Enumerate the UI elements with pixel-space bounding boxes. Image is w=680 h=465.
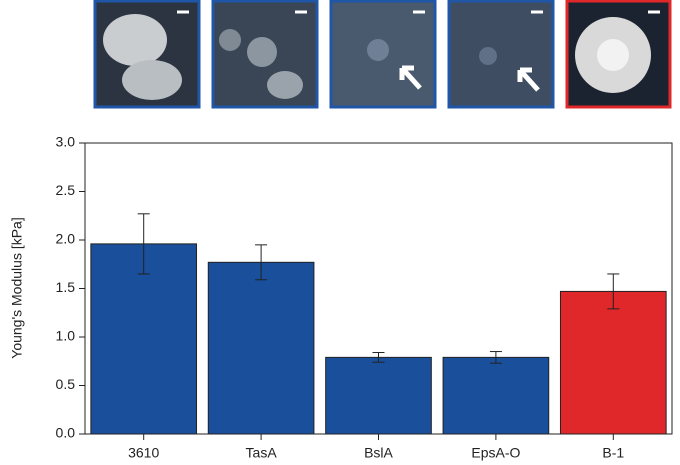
y-tick-label: 2.0 [56,231,76,247]
x-tick-label: B-1 [602,445,624,461]
y-tick-label: 1.0 [56,328,76,344]
x-tick-label: BslA [364,445,393,461]
y-tick-label: 0.0 [56,425,76,441]
colony [597,39,629,71]
thumbnails [93,0,672,109]
bar [442,356,550,435]
y-axis-label: Young's Modulus [kPa] [9,217,25,358]
colony [267,71,303,99]
y-tick-label: 0.5 [56,376,76,392]
bar [325,356,432,435]
y-tick-label: 2.5 [56,182,76,198]
colony [122,60,182,100]
colony [219,29,241,51]
photo-epsa [447,0,555,109]
bar [559,290,667,435]
x-tick-label: 3610 [128,445,159,461]
bar [207,261,315,435]
x-tick-label: TasA [246,445,278,461]
arrow [517,67,540,92]
y-tick-label: 3.0 [56,134,76,150]
bar [90,243,198,435]
colony [247,37,277,67]
x-tick-label: EpsA-O [471,445,520,461]
arrow [399,65,422,90]
y-tick-label: 1.5 [56,279,76,295]
colony [479,47,497,65]
colony [367,39,389,61]
colony [103,14,167,66]
